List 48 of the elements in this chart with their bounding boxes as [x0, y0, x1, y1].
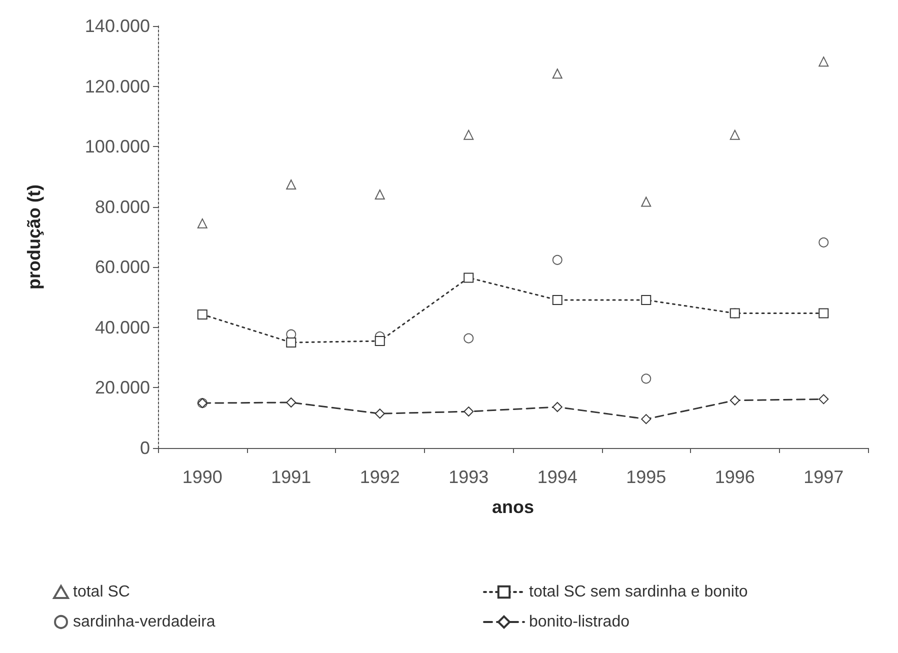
x-tick-label: 1990	[182, 467, 222, 487]
point	[464, 406, 474, 417]
x-tick-label: 1997	[804, 467, 844, 487]
point	[464, 272, 474, 283]
point	[552, 254, 562, 265]
x-tick-label: 1995	[626, 467, 666, 487]
point	[818, 308, 829, 318]
point	[552, 68, 562, 79]
point	[286, 180, 296, 190]
point	[286, 338, 296, 348]
y-tick-label: 60.000	[94, 257, 150, 278]
x-tick-label: 1991	[271, 467, 312, 487]
y-tick-label: 80.000	[94, 196, 150, 217]
y-tick-label: 40.000	[94, 317, 150, 338]
legend-label: total SC sem sardinha e bonito	[529, 584, 748, 600]
point	[464, 130, 474, 140]
point	[730, 308, 740, 318]
legend-label: bonito-listrado	[529, 614, 630, 630]
y-axis-title: produção (t)	[24, 184, 44, 290]
x-tick-label: 1994	[537, 467, 578, 487]
point	[818, 237, 829, 248]
x-tick-label: 1992	[360, 467, 400, 487]
point	[374, 408, 385, 419]
legend-label: sardinha-verdadeira	[73, 614, 216, 630]
point	[374, 190, 385, 200]
y-tick-label: 0	[140, 438, 150, 458]
x-axis-title: anos	[492, 497, 534, 517]
point	[374, 336, 385, 346]
x-tick-label: 1993	[448, 467, 489, 487]
point	[641, 374, 652, 384]
point	[641, 196, 652, 207]
point	[197, 309, 208, 320]
point	[818, 56, 829, 67]
point	[641, 295, 652, 305]
point	[464, 333, 474, 344]
point	[641, 414, 652, 424]
point	[730, 395, 740, 406]
point	[730, 130, 740, 140]
y-tick-label: 20.000	[94, 378, 150, 398]
point	[818, 394, 829, 404]
y-tick-label: 120.000	[84, 76, 150, 96]
point	[552, 402, 562, 412]
point	[552, 295, 562, 305]
legend-label: total SC	[73, 584, 130, 600]
y-tick-label: 140.000	[84, 16, 150, 36]
point	[197, 218, 208, 228]
x-tick-label: 1996	[714, 467, 755, 487]
y-tick-label: 100.000	[84, 136, 150, 157]
